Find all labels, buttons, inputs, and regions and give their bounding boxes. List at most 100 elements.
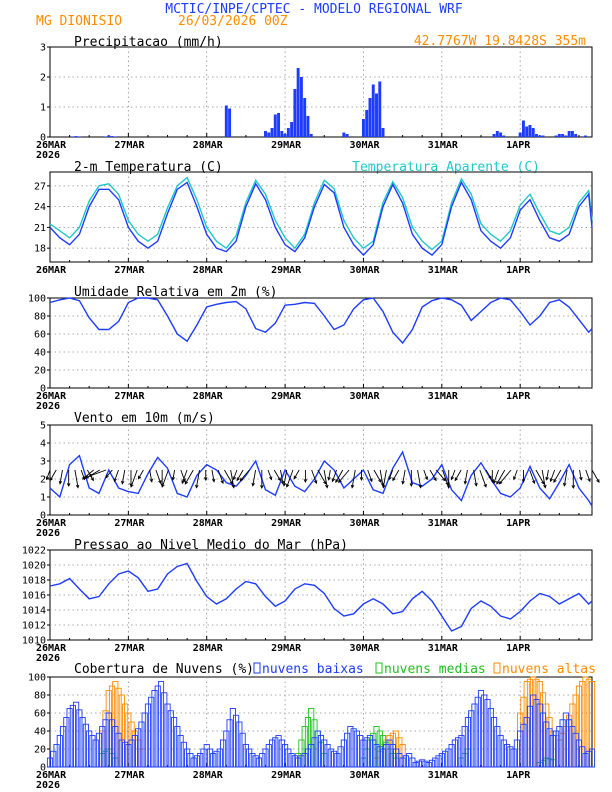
cloud-bar-low [69,704,76,768]
cloud-bar-low [95,732,103,768]
cloud-bar-low [180,741,187,768]
wind-vector-head [195,484,199,489]
cloud-bar-low [510,748,517,768]
y-tick-label: 20 [34,366,46,377]
x-tick-label: 31MAR [428,518,459,529]
cloud-bar-low [311,737,318,768]
wind-vector [442,469,449,486]
cloud-bar-low [494,726,501,768]
wind-vector [373,469,382,483]
wind-vector-head [409,483,414,488]
precipitation-title: Precipitacao (mm/h) [74,35,223,50]
cloud-bar-low [99,726,106,768]
precip-bar [280,131,284,137]
cloud-bar-high [373,757,380,768]
cloud-bar-low [275,735,282,768]
cloud-bar-low [419,759,426,768]
precip-bar [535,134,538,137]
wind-vector-head [401,480,405,485]
cloud-bar-low [298,755,305,768]
wind-vector-head [282,482,287,487]
wind-vector [423,469,428,480]
y-tick-label: 0 [40,763,46,774]
cloud-bar-low [373,744,380,768]
cloud-bar-low [327,748,334,768]
cloud-bar-low [125,744,132,768]
cloud-bar-low [461,726,468,768]
cloud-bar-low [546,728,553,768]
cloud-bar-low [513,739,520,768]
wind-vector [579,469,582,480]
wind-vector-head [49,477,53,482]
wind-vector [293,469,300,479]
cloud-bar-high [559,732,566,768]
precip-bar [521,120,525,137]
high-clouds-legend: nuvens altas [502,662,596,677]
y-tick-label: 100 [28,294,46,305]
wind-vector-head [105,474,109,479]
run-time-label: 26/03/2026 00Z [178,14,288,29]
cloud-bar-high [118,694,125,768]
cloud-bar-low [246,748,253,768]
x-tick-label: 28MAR [193,391,224,402]
apparent-temperature-legend: Temperatura Aparente (C) [352,160,540,175]
wind-vector-head [236,477,240,482]
y-tick-label: 100 [28,673,46,684]
x-tick-label: 29MAR [271,643,302,654]
cloud-bar-low [389,744,396,768]
cloud-bar-low [50,750,57,768]
precip-bar [110,136,114,137]
wind-vector [155,469,162,484]
cloud-bar-medium [464,748,471,768]
wind-vector-head [579,476,583,481]
cloud-bar-low [357,735,364,768]
cloud-bar-low [262,748,269,768]
wind-vector-head [239,477,244,482]
cloud-bar-high [533,678,540,768]
precip-bar [264,131,267,137]
cloud-bar-low [330,750,338,768]
wind-vector-head [359,477,364,481]
wind-vector-head [490,479,495,484]
wind-vector-head [158,480,162,485]
wind-vector-head [571,485,576,489]
cloud-bar-medium [389,753,396,768]
wind-vector-head [285,483,290,488]
x-tick-label: 30MAR [349,265,380,276]
precipitation-panel: Precipitacao (mm/h) 0 1 2 3 26MAR 27MAR 28MAR 2… [36,35,593,161]
wind-vector-head [562,482,567,487]
cloud-bar-low [517,730,524,768]
y-tick-label: 21 [34,223,46,234]
cloud-bar-low [582,753,589,768]
cloud-bar-low [76,709,83,768]
cloud-bar-low [131,735,138,768]
cloud-bar-low [108,719,116,768]
cloud-bar-medium [108,753,116,768]
wind-vector [89,469,107,477]
wind-vector [529,469,535,484]
wind-vector [585,469,591,482]
wind-vector-head [327,476,331,481]
wind-vector-head [184,480,189,485]
cloud-bar-low [135,728,142,768]
wind-vector-head [454,477,458,482]
wind-vector [464,469,468,484]
year-label: 2026 [36,528,60,539]
precip-bar [277,113,281,137]
cloud-bar-low [366,735,374,768]
wind-vector [379,469,384,486]
precip-bar [499,132,503,137]
x-tick-label: 30MAR [349,643,380,654]
cloud-cover-panel: Cobertura de Nuvens (%) nuvens baixas nu… [28,662,596,791]
x-tick-label: 28MAR [193,643,224,654]
wind-vector [59,469,63,484]
cloud-bar-low [242,744,249,768]
cloud-bar-low [288,753,295,768]
legend-swatch [493,662,501,674]
wind-vector-head [369,478,373,483]
y-tick-label: 24 [34,202,46,213]
y-tick-label: 1018 [22,576,46,587]
precip-bar [567,131,571,137]
cloud-bar-low [539,712,547,768]
y-tick-label: 1012 [22,621,46,632]
